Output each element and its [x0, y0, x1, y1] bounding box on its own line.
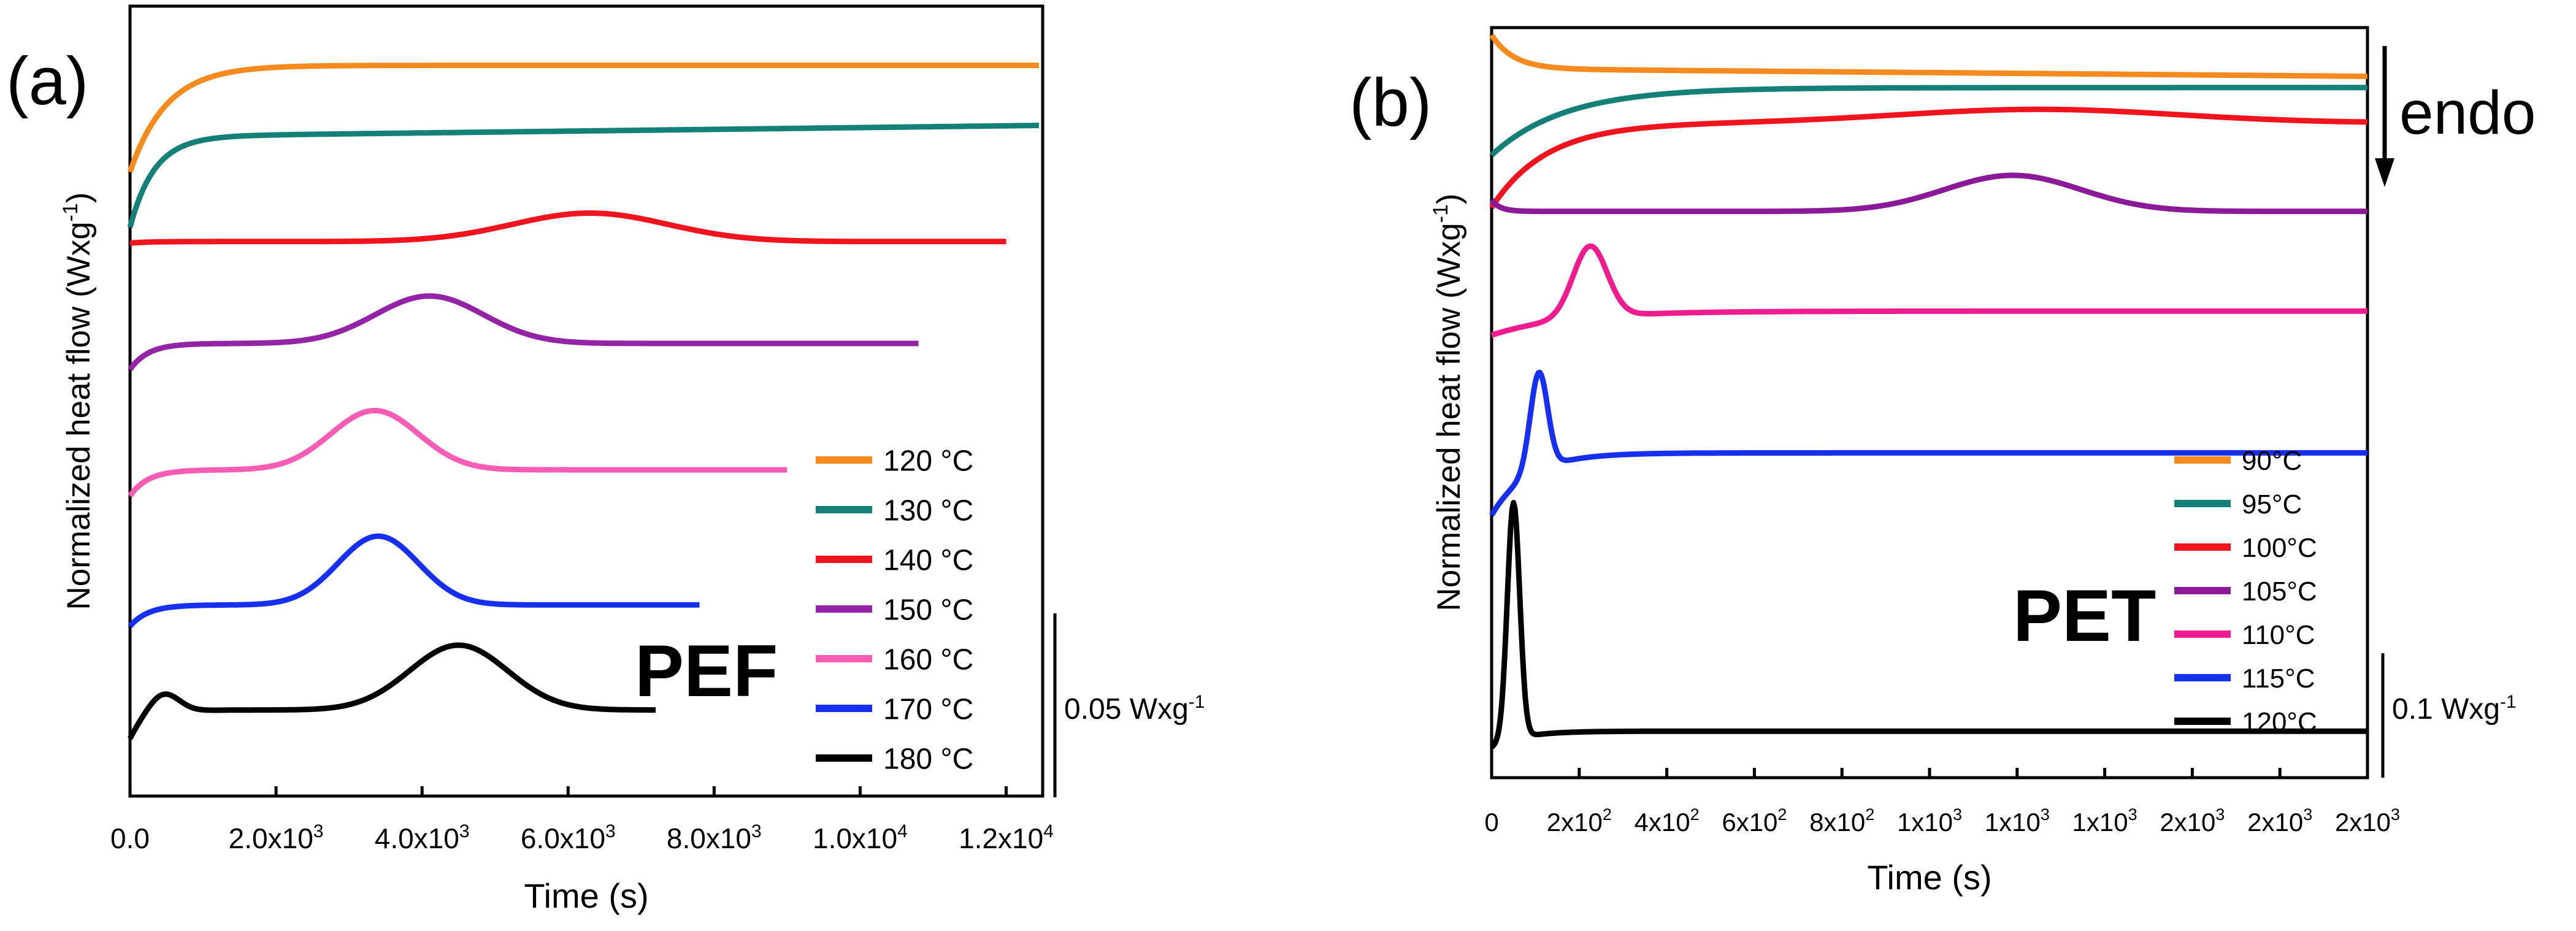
panel-b-x-tick-label: 6x102 — [1722, 805, 1787, 837]
panel-a-x-ticks: 0.0 2.0x103 4.0x103 6.0x103 8.0x103 1.0x104 1.… — [110, 786, 1054, 854]
panel-a-series-line — [127, 123, 1041, 228]
panel-a-scale-bar-label: 0.05 Wxg-1 — [1064, 692, 1205, 726]
panel-a-x-tick-label: 6.0x103 — [521, 821, 616, 854]
panel-b-legend-label: 90°C — [2242, 446, 2302, 476]
panel-b-x-tick-label: 2x103 — [2335, 805, 2400, 837]
panel-b-legend-label: 110°C — [2242, 620, 2315, 650]
panel-a-legend: 120 °C 130 °C 140 °C 150 °C 160 °C 170 °C 180 … — [816, 445, 973, 775]
panel-a: (a) 0.0 2.0x103 4.0x103 6.0x103 8.0x103 1.0x1… — [6, 4, 1205, 915]
panel-a-label: (a) — [6, 44, 88, 119]
panel-a-series-line — [128, 408, 789, 498]
panel-a-series-line — [127, 642, 658, 740]
panel-b-series-line — [1489, 172, 2369, 215]
panel-a-series — [127, 63, 1041, 740]
panel-a-series-line — [127, 63, 1041, 173]
panel-a-x-tick-label: 1.0x104 — [813, 821, 908, 854]
panel-b-x-tick-label: 8x102 — [1809, 805, 1874, 837]
panel-a-x-tick-label: 0.0 — [110, 822, 150, 854]
panel-b-x-tick-label: 2x102 — [1547, 805, 1612, 837]
panel-a-x-tick-label: 1.2x104 — [959, 821, 1054, 854]
panel-b-legend-label: 120°C — [2242, 707, 2317, 737]
panel-a-legend-label: 120 °C — [883, 445, 973, 477]
panel-b-legend: 90°C 95°C 100°C 105°C 110°C 115°C 120°C — [2174, 446, 2317, 737]
panel-b-x-tick-label: 2x103 — [2247, 805, 2312, 837]
panel-b-material-label: PET — [2013, 575, 2156, 657]
panel-b-x-tick-label: 2x103 — [2160, 805, 2225, 837]
panel-b-x-tick-label: 1x103 — [1985, 805, 2050, 837]
panel-a-plot-frame — [128, 4, 1045, 798]
panel-b-series-line — [1489, 106, 2369, 209]
panel-a-x-tick-label: 4.0x103 — [375, 821, 470, 854]
panel-b-series-line — [1489, 369, 2369, 517]
panel-b-y-axis-label: Normalized heat flow (Wxg-1) — [1429, 193, 1467, 611]
panel-b-x-tick-label: 4x102 — [1635, 805, 1700, 837]
panel-b-x-axis-label: Time (s) — [1867, 858, 1991, 897]
panel-a-legend-label: 130 °C — [883, 494, 973, 527]
panel-a-x-tick-label: 2.0x103 — [229, 821, 324, 854]
endo-annotation: endo — [2399, 79, 2536, 147]
panel-b-legend-label: 115°C — [2242, 664, 2315, 694]
panel-a-x-axis-label: Time (s) — [524, 876, 648, 915]
panel-b-legend-label: 95°C — [2242, 489, 2302, 519]
panel-a-material-label: PEF — [635, 630, 778, 712]
panel-a-series-line — [128, 293, 920, 372]
panel-a-legend-label: 170 °C — [883, 693, 973, 726]
panel-b-series-line — [1489, 85, 2369, 158]
panel-b-x-tick-label: 0 — [1484, 808, 1498, 837]
panel-b-plot-frame — [1490, 26, 2369, 780]
endo-arrow-head — [2375, 158, 2394, 187]
panel-a-legend-label: 180 °C — [883, 743, 973, 775]
panel-b-series-line — [1490, 243, 2369, 338]
panel-b-x-ticks: 0 2x102 4x102 6x102 8x102 1x103 1x103 1x103 2x10… — [1484, 768, 2400, 837]
panel-b-label: (b) — [1349, 65, 1432, 140]
panel-b-series — [1489, 33, 2369, 749]
panel-b-series-line — [1489, 33, 2369, 79]
panel-a-legend-label: 140 °C — [883, 544, 973, 577]
panel-a-legend-label: 150 °C — [883, 594, 973, 626]
panel-a-legend-label: 160 °C — [883, 643, 973, 676]
panel-a-series-line — [128, 210, 1008, 246]
panel-b-scale-bar-label: 0.1 Wxg-1 — [2392, 692, 2517, 726]
panel-a-y-axis-label: Normalized heat flow (Wxg-1) — [59, 192, 97, 610]
panel-b-series-line — [1489, 500, 2369, 749]
panel-a-series-line — [128, 533, 702, 628]
panel-a-x-tick-label: 8.0x103 — [667, 821, 762, 854]
panel-b-legend-label: 100°C — [2242, 533, 2317, 563]
panel-b-legend-label: 105°C — [2242, 577, 2317, 607]
panel-b-x-tick-label: 1x103 — [2072, 805, 2137, 837]
panel-b-x-tick-label: 1x103 — [1897, 805, 1962, 837]
panel-b: (b) 0 2x102 4x102 6x102 8x102 1x103 1x103 1x103… — [1349, 26, 2536, 897]
